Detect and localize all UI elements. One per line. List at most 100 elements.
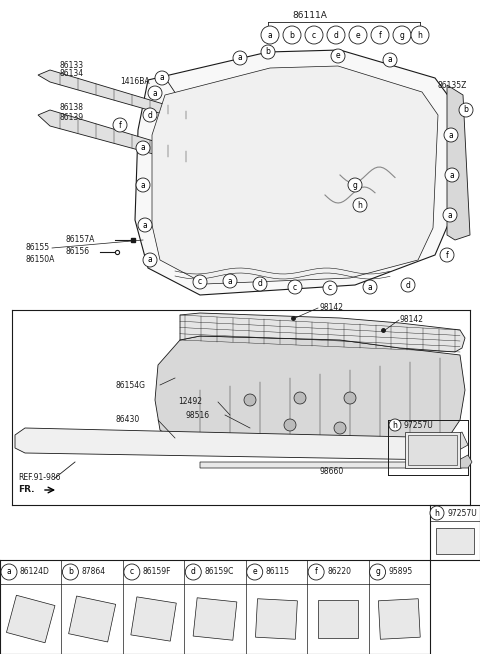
Text: 95895: 95895: [389, 568, 413, 576]
Circle shape: [370, 564, 385, 580]
Text: REF.91-986: REF.91-986: [18, 473, 60, 483]
Circle shape: [62, 564, 78, 580]
Circle shape: [344, 392, 356, 404]
Text: 86139: 86139: [60, 112, 84, 122]
Polygon shape: [69, 596, 116, 642]
Text: a: a: [449, 131, 454, 139]
Text: 98516: 98516: [185, 411, 209, 419]
Polygon shape: [155, 336, 465, 450]
Polygon shape: [38, 110, 210, 168]
Circle shape: [430, 506, 444, 520]
Text: f: f: [445, 250, 448, 260]
Circle shape: [440, 248, 454, 262]
Text: 86159F: 86159F: [143, 568, 171, 576]
Text: d: d: [147, 111, 153, 120]
Text: 86220: 86220: [327, 568, 351, 576]
FancyBboxPatch shape: [436, 528, 474, 553]
Text: 86111A: 86111A: [293, 10, 327, 20]
Text: h: h: [393, 421, 397, 430]
Circle shape: [294, 392, 306, 404]
Text: 86115: 86115: [266, 568, 290, 576]
Circle shape: [308, 564, 324, 580]
Circle shape: [223, 274, 237, 288]
Text: d: d: [258, 279, 263, 288]
Text: c: c: [328, 283, 332, 292]
FancyBboxPatch shape: [405, 432, 460, 468]
Polygon shape: [200, 462, 462, 468]
Circle shape: [155, 71, 169, 85]
Circle shape: [459, 103, 473, 117]
Text: a: a: [228, 277, 232, 286]
Text: 86155: 86155: [25, 243, 49, 252]
Circle shape: [247, 564, 263, 580]
Text: a: a: [143, 220, 147, 230]
Text: b: b: [464, 105, 468, 114]
Text: d: d: [406, 281, 410, 290]
Text: d: d: [191, 568, 196, 576]
Text: b: b: [68, 568, 73, 576]
Circle shape: [363, 280, 377, 294]
Text: 1416BA: 1416BA: [120, 78, 150, 86]
Polygon shape: [15, 428, 460, 460]
Text: 86156: 86156: [65, 247, 89, 256]
Circle shape: [305, 26, 323, 44]
Circle shape: [143, 253, 157, 267]
Polygon shape: [193, 598, 237, 640]
Circle shape: [323, 281, 337, 295]
Text: f: f: [379, 31, 382, 39]
Text: a: a: [160, 73, 164, 82]
Text: 98142: 98142: [320, 303, 344, 313]
Text: 97257U: 97257U: [404, 421, 434, 430]
Text: 86138: 86138: [60, 103, 84, 112]
Text: 97257U: 97257U: [447, 509, 477, 517]
Circle shape: [136, 141, 150, 155]
Text: 86134: 86134: [60, 69, 84, 78]
Circle shape: [124, 564, 140, 580]
Text: 86159C: 86159C: [204, 568, 234, 576]
Circle shape: [261, 26, 279, 44]
Text: 87864: 87864: [82, 568, 106, 576]
Circle shape: [331, 49, 345, 63]
FancyBboxPatch shape: [408, 435, 457, 465]
Text: a: a: [238, 54, 242, 63]
Circle shape: [327, 26, 345, 44]
Polygon shape: [447, 85, 470, 240]
Text: a: a: [7, 568, 12, 576]
Text: f: f: [315, 568, 317, 576]
Circle shape: [136, 178, 150, 192]
Polygon shape: [255, 598, 298, 639]
Text: a: a: [388, 56, 392, 65]
Text: 86430: 86430: [115, 415, 139, 424]
Text: 98142: 98142: [400, 315, 424, 324]
Circle shape: [1, 564, 17, 580]
Circle shape: [334, 422, 346, 434]
Polygon shape: [445, 432, 468, 455]
Circle shape: [244, 394, 256, 406]
Text: c: c: [130, 568, 134, 576]
Circle shape: [371, 26, 389, 44]
Circle shape: [383, 53, 397, 67]
Text: a: a: [141, 181, 145, 190]
Circle shape: [444, 128, 458, 142]
Text: 86124D: 86124D: [20, 568, 50, 576]
Polygon shape: [318, 600, 358, 638]
Text: e: e: [336, 52, 340, 61]
Circle shape: [138, 218, 152, 232]
Polygon shape: [131, 597, 176, 641]
Text: a: a: [268, 31, 272, 39]
Text: c: c: [312, 31, 316, 39]
Circle shape: [284, 419, 296, 431]
Text: a: a: [368, 283, 372, 292]
Text: h: h: [418, 31, 422, 39]
Circle shape: [349, 26, 367, 44]
Circle shape: [143, 108, 157, 122]
Text: h: h: [434, 509, 439, 517]
Circle shape: [193, 275, 207, 289]
Text: 86135Z: 86135Z: [438, 80, 468, 90]
Text: g: g: [375, 568, 380, 576]
Text: c: c: [198, 277, 202, 286]
Polygon shape: [135, 50, 455, 295]
Text: FR.: FR.: [18, 485, 35, 494]
Circle shape: [353, 198, 367, 212]
Text: a: a: [141, 143, 145, 152]
